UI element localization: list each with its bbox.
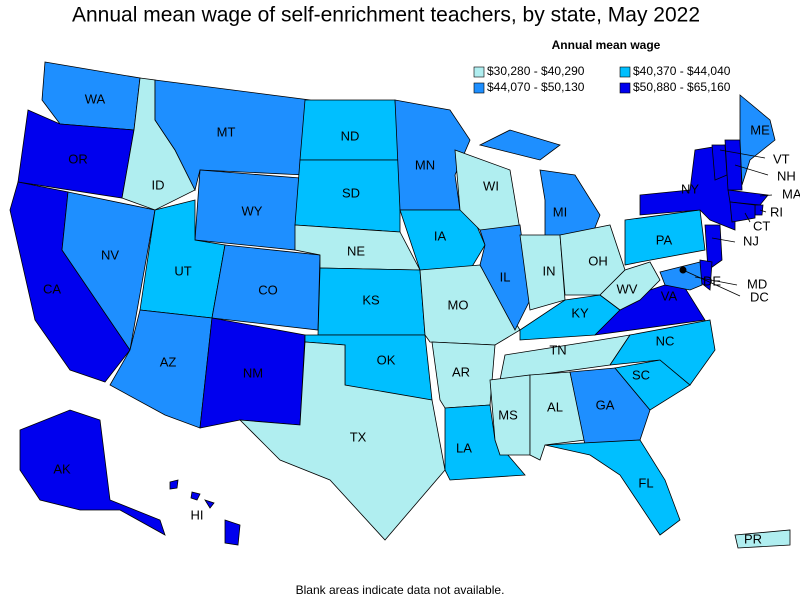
state-shape bbox=[544, 439, 681, 536]
state-label: WY bbox=[242, 203, 263, 218]
state-shape bbox=[569, 367, 651, 446]
state-shape bbox=[478, 129, 561, 161]
legend-swatch bbox=[473, 66, 485, 78]
state-shape bbox=[624, 209, 706, 266]
state-label: TN bbox=[549, 342, 566, 357]
state-shape bbox=[190, 491, 201, 501]
state-label: ND bbox=[341, 128, 360, 143]
leader-line bbox=[744, 212, 751, 223]
state-label: WV bbox=[617, 281, 638, 296]
state-label: MT bbox=[217, 124, 236, 139]
state-label: PR bbox=[744, 531, 762, 546]
state-label: PA bbox=[656, 232, 673, 247]
state-label: NC bbox=[656, 333, 675, 348]
state-label: NJ bbox=[743, 233, 759, 248]
state-label: KY bbox=[571, 305, 589, 320]
state-label: MO bbox=[448, 297, 469, 312]
state-label: OH bbox=[588, 253, 608, 268]
legend-title: Annual mean wage bbox=[552, 38, 661, 52]
state-label: KS bbox=[362, 292, 380, 307]
state-shape bbox=[754, 204, 764, 216]
state-shape bbox=[734, 529, 791, 549]
state-label: MI bbox=[553, 204, 567, 219]
state-label: NV bbox=[101, 247, 119, 262]
state-labels: WA OR CA NV ID MT WY UT CO AZ NM ND SD NE KS OK TX MN IA MO… bbox=[43, 91, 800, 546]
footnote: Blank areas indicate data not available. bbox=[296, 583, 505, 597]
state-shape bbox=[609, 319, 716, 386]
state-label: ME bbox=[750, 122, 770, 137]
state-label: RI bbox=[770, 204, 783, 219]
legend-label: $50,880 - $65,160 bbox=[633, 80, 731, 94]
state-shape bbox=[739, 94, 776, 186]
map-title: Annual mean wage of self-enrichment teac… bbox=[72, 4, 700, 27]
state-shape bbox=[724, 139, 743, 191]
state-label: DE bbox=[703, 273, 721, 288]
state-shape bbox=[479, 224, 531, 331]
state-label: DC bbox=[750, 289, 769, 304]
state-shape bbox=[704, 224, 723, 271]
state-label: LA bbox=[456, 440, 472, 455]
leader-line bbox=[759, 209, 767, 213]
state-label: CA bbox=[43, 281, 61, 296]
state-label: SC bbox=[632, 367, 650, 382]
state-shape bbox=[19, 409, 166, 536]
state-label: NH bbox=[777, 168, 796, 183]
state-shape bbox=[659, 261, 703, 291]
state-label: AZ bbox=[160, 354, 177, 369]
state-label: MA bbox=[782, 186, 800, 201]
legend: $30,280 - $40,290 $40,370 - $44,040 $44,07… bbox=[473, 64, 731, 94]
state-label: WA bbox=[85, 91, 106, 106]
legend-label: $44,070 - $50,130 bbox=[487, 80, 585, 94]
state-shape bbox=[444, 404, 526, 481]
state-label: NY bbox=[681, 181, 699, 196]
state-shape bbox=[489, 374, 531, 456]
state-label: AR bbox=[452, 364, 470, 379]
state-label: MD bbox=[747, 276, 767, 291]
state-shape bbox=[599, 261, 661, 311]
state-shape bbox=[224, 519, 241, 546]
legend-swatch bbox=[619, 66, 631, 78]
state-label: HI bbox=[191, 507, 204, 522]
state-label: UT bbox=[174, 263, 191, 278]
state-label: GA bbox=[596, 397, 615, 412]
state-label: ID bbox=[152, 177, 165, 192]
state-label: CT bbox=[753, 218, 770, 233]
legend-label: $40,370 - $44,040 bbox=[633, 64, 731, 78]
leader-line bbox=[711, 237, 736, 243]
legend-label: $30,280 - $40,290 bbox=[487, 64, 585, 78]
state-label: MN bbox=[415, 157, 435, 172]
state-label: IN bbox=[543, 263, 556, 278]
state-shape bbox=[711, 144, 728, 181]
state-shape bbox=[238, 341, 446, 541]
state-label: IA bbox=[434, 228, 447, 243]
state-label: OK bbox=[377, 352, 396, 367]
state-shape bbox=[204, 499, 215, 509]
leader-line bbox=[682, 269, 741, 297]
state-shape bbox=[169, 479, 179, 490]
state-label: IL bbox=[500, 269, 511, 284]
state-label: NM bbox=[243, 365, 263, 380]
leader-line bbox=[719, 149, 766, 159]
state-label: MS bbox=[498, 407, 518, 422]
leader-line bbox=[759, 194, 773, 197]
state-label: VT bbox=[773, 151, 790, 166]
leader-line bbox=[734, 164, 769, 176]
legend-swatch bbox=[619, 82, 631, 94]
states bbox=[9, 61, 791, 549]
state-label: TX bbox=[350, 429, 367, 444]
state-label: CO bbox=[258, 282, 278, 297]
state-label: WI bbox=[483, 178, 499, 193]
state-label: VA bbox=[661, 288, 678, 303]
state-label: SD bbox=[342, 185, 360, 200]
state-label: AL bbox=[547, 399, 563, 414]
state-shape bbox=[729, 201, 756, 223]
state-label: AK bbox=[53, 461, 71, 476]
state-shape bbox=[399, 209, 486, 271]
state-label: NE bbox=[347, 243, 365, 258]
state-label: FL bbox=[638, 475, 653, 490]
state-label: OR bbox=[68, 151, 88, 166]
legend-swatch bbox=[473, 82, 485, 94]
